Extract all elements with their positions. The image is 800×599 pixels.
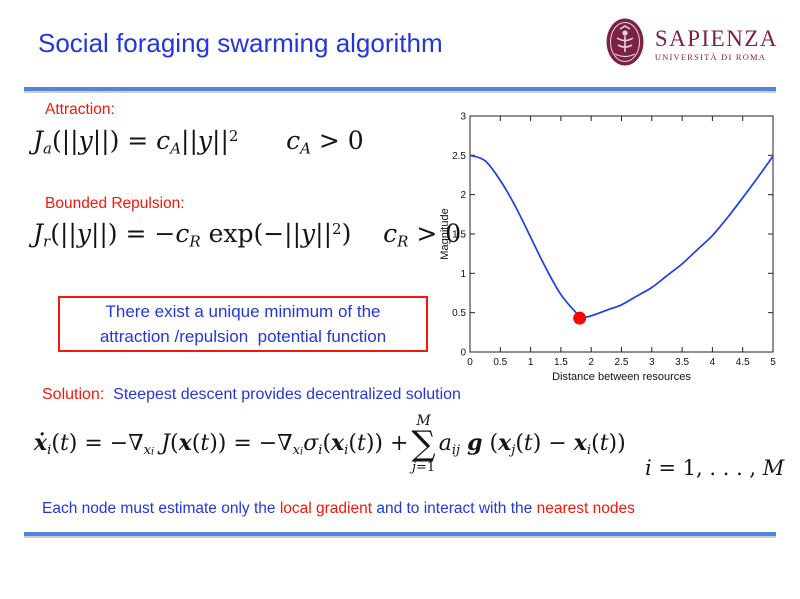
svg-text:2: 2 [588, 357, 594, 368]
callout-line1: There exist a unique minimum of the [105, 302, 381, 321]
descent-right: aij g (xj(t) − xi(t)) [438, 430, 626, 458]
svg-text:Magnitude: Magnitude [439, 208, 451, 259]
logo-subtitle: UNIVERSITÀ DI ROMA [654, 52, 767, 62]
repulsion-formula: Jr(||y||) = −cR exp(−||y||2) cR > 0 [33, 219, 462, 251]
footer-sentence: Each node must estimate only the local g… [42, 500, 635, 517]
repulsion-label: Bounded Repulsion: [45, 195, 185, 212]
page-title: Social foraging swarming algorithm [38, 28, 443, 58]
index-range: i = 1, . . . , M [645, 456, 785, 480]
svg-text:3.5: 3.5 [675, 357, 689, 368]
logo-name: SAPIENZA [654, 26, 778, 51]
svg-text:2.5: 2.5 [452, 151, 466, 162]
sum-lower-limit: j=1 [411, 460, 436, 475]
svg-text:1: 1 [460, 269, 466, 280]
svg-text:2: 2 [460, 190, 466, 201]
potential-chart: 0 0.5 1 1.5 2 2.5 3 3.5 4 4.5 5 0 0.5 1 1.5 2 2.5 3 Distan… [438, 101, 786, 387]
footer-divider [24, 532, 776, 536]
svg-text:4: 4 [710, 357, 716, 368]
solution-text: Steepest descent provides decentralized … [104, 386, 461, 403]
svg-text:0.5: 0.5 [493, 357, 507, 368]
svg-text:1.5: 1.5 [554, 357, 568, 368]
svg-text:3: 3 [649, 357, 655, 368]
svg-text:1.5: 1.5 [452, 230, 466, 241]
descent-left: ẋi(t) = −∇xi J(x(t)) = −∇xiσi(xi(t)) + [34, 430, 409, 458]
potential-chart-svg: 0 0.5 1 1.5 2 2.5 3 3.5 4 4.5 5 0 0.5 1 1.5 2 2.5 3 Distan… [439, 112, 776, 384]
attraction-label: Attraction: [45, 101, 115, 118]
svg-text:0: 0 [467, 357, 473, 368]
sapienza-seal-icon [604, 16, 646, 73]
summation: M ∑ j=1 [411, 414, 435, 474]
svg-text:2.5: 2.5 [615, 357, 629, 368]
sum-upper-limit: M [416, 413, 431, 429]
sapienza-logo: SAPIENZA UNIVERSITÀ DI ROMA [604, 16, 778, 73]
svg-text:3: 3 [460, 112, 466, 123]
svg-text:4.5: 4.5 [736, 357, 750, 368]
svg-text:1: 1 [528, 357, 534, 368]
unique-minimum-callout: There exist a unique minimum of the attr… [58, 296, 428, 352]
svg-text:Distance between resources: Distance between resources [552, 371, 691, 383]
sum-symbol: ∑ [411, 424, 436, 464]
solution-label: Solution: [42, 386, 105, 403]
callout-line2: attraction /repulsion potential function [99, 327, 387, 346]
svg-text:5: 5 [770, 357, 776, 368]
svg-text:0: 0 [460, 348, 466, 359]
sapienza-wordmark: SAPIENZA UNIVERSITÀ DI ROMA [654, 26, 778, 63]
solution-line: Solution: Steepest descent provides dece… [42, 386, 461, 404]
svg-text:0.5: 0.5 [452, 308, 466, 319]
steepest-descent-formula: ẋi(t) = −∇xi J(x(t)) = −∇xiσi(xi(t)) + M… [34, 414, 626, 474]
header-divider [24, 87, 776, 91]
attraction-formula: Ja(||y||) = cA||y||2 cA > 0 [33, 126, 364, 158]
